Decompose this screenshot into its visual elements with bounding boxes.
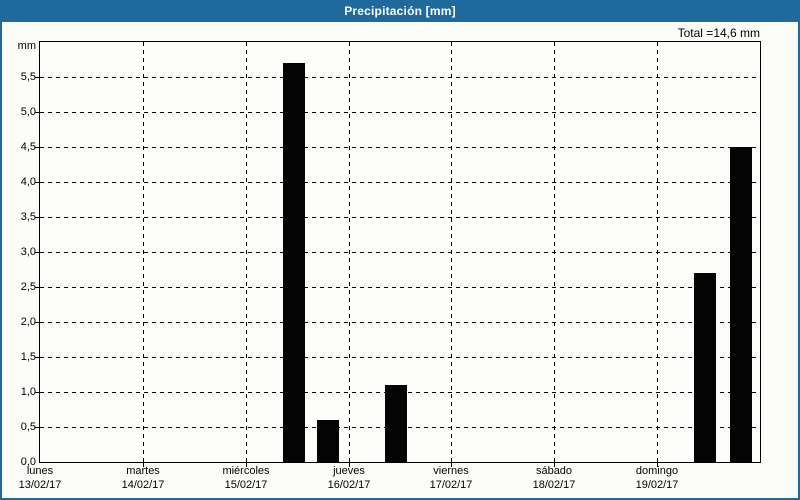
v-gridline xyxy=(657,42,658,462)
bar xyxy=(694,273,716,462)
y-axis-unit-label: mm xyxy=(17,40,36,52)
bar xyxy=(317,420,339,462)
day-date: 15/02/17 xyxy=(224,479,268,491)
h-gridline xyxy=(40,182,760,183)
day-date: 13/02/17 xyxy=(18,479,62,491)
x-day-label: viernes 17/02/17 xyxy=(396,464,506,492)
day-date: 18/02/17 xyxy=(532,479,576,491)
day-name: miércoles xyxy=(222,465,270,477)
x-tick-mark xyxy=(349,463,350,467)
y-tick-mark xyxy=(35,77,39,78)
y-tick-mark xyxy=(35,252,39,253)
bar xyxy=(730,147,752,462)
x-tick-mark xyxy=(246,463,247,467)
y-tick-label: 0,5 xyxy=(20,421,36,433)
window-frame-right xyxy=(798,22,800,500)
day-date: 14/02/17 xyxy=(121,479,165,491)
day-date: 17/02/17 xyxy=(429,479,473,491)
y-tick-mark xyxy=(35,182,39,183)
day-name: jueves xyxy=(333,465,365,477)
x-tick-mark xyxy=(143,463,144,467)
plot-inner xyxy=(40,42,760,462)
bar xyxy=(385,385,407,462)
y-tick-mark xyxy=(35,322,39,323)
x-day-label: miércoles 15/02/17 xyxy=(191,464,301,492)
window-frame-left xyxy=(0,22,2,500)
x-tick-mark xyxy=(657,463,658,467)
h-gridline xyxy=(40,287,760,288)
h-gridline xyxy=(40,147,760,148)
y-tick-label: 4,5 xyxy=(20,141,36,153)
y-tick-mark xyxy=(35,357,39,358)
h-gridline xyxy=(40,252,760,253)
h-gridline xyxy=(40,217,760,218)
day-name: lunes xyxy=(26,465,54,477)
h-gridline xyxy=(40,77,760,78)
day-date: 19/02/17 xyxy=(635,479,679,491)
y-tick-mark xyxy=(35,217,39,218)
y-tick-label: 2,5 xyxy=(20,281,36,293)
day-name: domingo xyxy=(635,465,679,477)
v-gridline xyxy=(246,42,247,462)
day-name: sábado xyxy=(535,465,573,477)
y-tick-mark xyxy=(35,392,39,393)
x-day-label: lunes 13/02/17 xyxy=(0,464,95,492)
day-name: martes xyxy=(126,465,160,477)
h-gridline xyxy=(40,112,760,113)
y-tick-label: 2,0 xyxy=(20,316,36,328)
y-tick-mark xyxy=(35,147,39,148)
day-date: 16/02/17 xyxy=(327,479,371,491)
y-tick-label: 1,5 xyxy=(20,351,36,363)
v-gridline xyxy=(143,42,144,462)
y-tick-mark xyxy=(35,112,39,113)
x-tick-mark xyxy=(554,463,555,467)
bar xyxy=(283,63,305,462)
v-gridline xyxy=(451,42,452,462)
plot-area xyxy=(39,41,761,463)
x-day-label: jueves 16/02/17 xyxy=(294,464,404,492)
y-tick-label: 3,0 xyxy=(20,246,36,258)
day-name: viernes xyxy=(433,465,469,477)
v-gridline xyxy=(349,42,350,462)
y-tick-label: 0,0 xyxy=(20,456,36,468)
titlebar: Precipitación [mm] xyxy=(0,0,800,22)
x-day-label: sábado 18/02/17 xyxy=(499,464,609,492)
window-title: Precipitación [mm] xyxy=(344,4,456,18)
y-tick-label: 1,0 xyxy=(20,386,36,398)
h-gridline xyxy=(40,357,760,358)
y-tick-label: 3,5 xyxy=(20,211,36,223)
h-gridline xyxy=(40,322,760,323)
total-precipitation-label: Total =14,6 mm xyxy=(677,26,760,40)
x-day-label: domingo 19/02/17 xyxy=(602,464,712,492)
x-day-label: martes 14/02/17 xyxy=(88,464,198,492)
y-tick-label: 5,5 xyxy=(20,71,36,83)
x-tick-mark xyxy=(451,463,452,467)
y-tick-mark xyxy=(35,427,39,428)
window-frame-bottom xyxy=(0,498,800,500)
y-tick-label: 4,0 xyxy=(20,176,36,188)
y-tick-mark xyxy=(35,287,39,288)
v-gridline xyxy=(554,42,555,462)
y-tick-label: 5,0 xyxy=(20,106,36,118)
